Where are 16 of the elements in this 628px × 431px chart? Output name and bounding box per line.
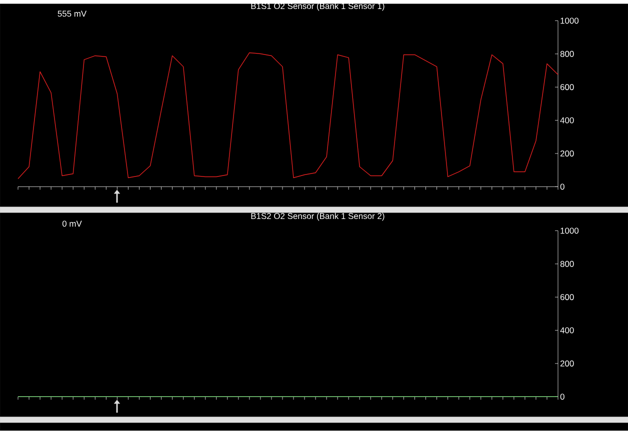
y-tick-label: 1000 bbox=[560, 228, 579, 234]
text: 555 mV bbox=[58, 10, 87, 17]
y-tick-label: 800 bbox=[560, 261, 574, 268]
y-tick-label: 600 bbox=[560, 84, 574, 90]
y-tick-label: 200 bbox=[560, 360, 574, 367]
y-tick-label: 1000 bbox=[560, 18, 579, 24]
y-tick-label: 400 bbox=[560, 327, 574, 334]
y-tick-label: 800 bbox=[560, 51, 574, 58]
y-tick-label: 0 bbox=[560, 394, 564, 400]
y-tick-label: 400 bbox=[560, 117, 574, 124]
y-tick-label: 600 bbox=[560, 294, 574, 300]
text: 0 mV bbox=[62, 220, 82, 227]
y-tick-label: 200 bbox=[560, 150, 574, 157]
chart-title: B1S2 O2 Sensor (Bank 1 Sensor 2) bbox=[251, 212, 384, 221]
line-series bbox=[18, 52, 558, 180]
y-tick-label: 0 bbox=[560, 184, 564, 190]
